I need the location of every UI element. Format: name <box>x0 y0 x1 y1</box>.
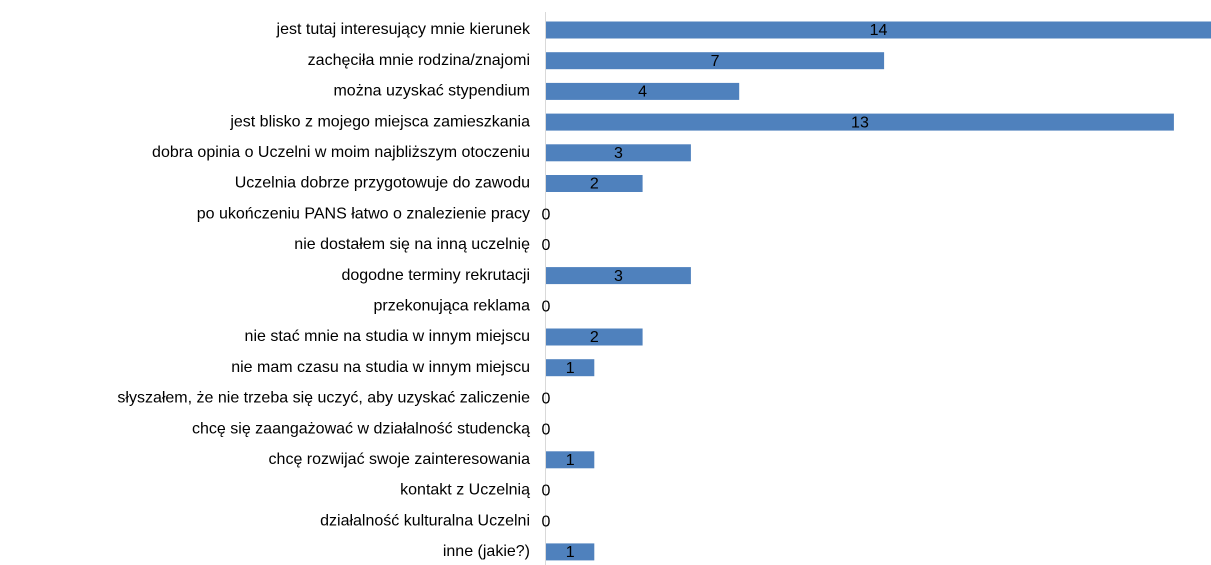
category-label: nie mam czasu na studia w innym miejscu <box>231 359 530 376</box>
value-label: 4 <box>638 84 647 101</box>
bar <box>546 543 595 561</box>
value-label: 0 <box>542 237 551 254</box>
category-label: można uzyskać stypendium <box>333 83 530 100</box>
category-label: po ukończeniu PANS łatwo o znalezienie p… <box>197 205 530 222</box>
bar <box>546 175 643 192</box>
value-label: 0 <box>542 513 551 530</box>
value-label: 3 <box>614 268 623 285</box>
bar <box>546 451 595 469</box>
value-label: 13 <box>851 114 869 131</box>
bar <box>546 328 643 346</box>
category-label: inne (jakie?) <box>443 543 530 560</box>
value-label: 1 <box>566 452 575 469</box>
category-label: chcę się zaangażować w działalność stude… <box>192 420 530 437</box>
category-label: Uczelnia dobrze przygotowuje do zawodu <box>235 175 530 192</box>
bar <box>546 113 1174 131</box>
category-label: nie dostałem się na inną uczelnię <box>294 236 530 253</box>
value-label: 0 <box>542 206 551 223</box>
value-label: 7 <box>711 53 720 70</box>
category-label: chcę rozwijać swoje zainteresowania <box>269 451 531 468</box>
value-label: 2 <box>590 176 599 193</box>
category-label: słyszałem, że nie trzeba się uczyć, aby … <box>117 390 530 407</box>
value-label: 2 <box>590 329 599 346</box>
category-label: dobra opinia o Uczelni w moim najbliższy… <box>152 144 530 161</box>
value-label: 0 <box>542 299 551 316</box>
category-label: dogodne terminy rekrutacji <box>341 267 530 284</box>
bar <box>546 82 740 100</box>
value-label: 3 <box>614 145 623 162</box>
bar <box>546 359 595 377</box>
bar <box>546 144 691 162</box>
category-label: przekonująca reklama <box>373 298 530 315</box>
category-label: zachęciła mnie rodzina/znajomi <box>308 52 530 69</box>
category-label: działalność kulturalna Uczelni <box>320 512 530 529</box>
category-label: jest tutaj interesujący mnie kierunek <box>276 21 531 38</box>
value-label: 1 <box>566 544 575 561</box>
value-label: 0 <box>542 421 551 438</box>
bar <box>546 52 885 70</box>
value-label: 1 <box>566 360 575 377</box>
bar <box>546 21 1211 39</box>
value-label: 0 <box>542 483 551 500</box>
value-label: 14 <box>870 22 888 39</box>
value-label: 0 <box>542 391 551 408</box>
category-label: nie stać mnie na studia w innym miejscu <box>245 328 530 345</box>
bar <box>546 267 691 285</box>
category-label: jest blisko z mojego miejsca zamieszkani… <box>229 113 530 130</box>
category-label: kontakt z Uczelnią <box>400 482 530 499</box>
